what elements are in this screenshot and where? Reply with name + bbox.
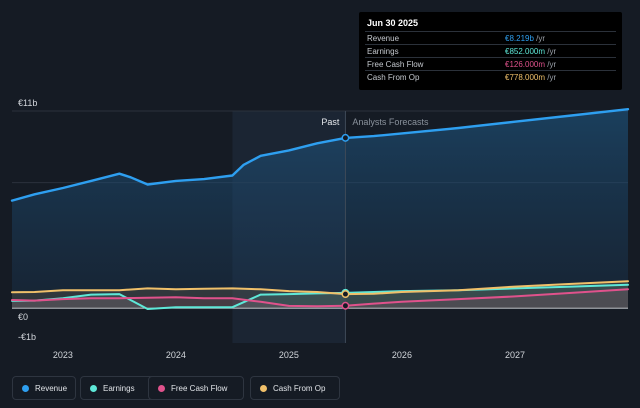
area-revenue xyxy=(12,109,628,309)
tooltip-earnings-label: Earnings xyxy=(367,47,399,56)
y-tick-label: €11b xyxy=(18,98,37,108)
y-axis-ticks: €11b €0 -€1b xyxy=(18,98,37,342)
legend-label-cash-from-op: Cash From Op xyxy=(273,384,326,393)
line-free-cash-flow xyxy=(11,288,629,308)
tooltip-revenue-label: Revenue xyxy=(367,34,400,43)
legend-dot-cash-from-op xyxy=(260,385,267,392)
x-tick-label: 2027 xyxy=(505,350,525,360)
tooltip-earnings-value: €852.000m xyxy=(505,47,546,56)
legend-dot-revenue xyxy=(22,385,29,392)
tooltip-row-cash-from-op: Cash From Op €778.000m /yr xyxy=(365,70,616,84)
tooltip-cfo-label: Cash From Op xyxy=(367,73,420,82)
tooltip-cfo-value-wrap: €778.000m /yr xyxy=(505,73,556,82)
tooltip-earnings-unit: /yr xyxy=(545,47,557,56)
area-earnings xyxy=(12,284,628,309)
tooltip-revenue-unit: /yr xyxy=(533,34,546,43)
tooltip-revenue-value: €8.219b xyxy=(505,34,534,43)
tooltip-fcf-value-wrap: €126.000m /yr xyxy=(505,60,556,69)
tooltip-earnings-value-wrap: €852.000m /yr xyxy=(505,47,556,56)
y-tick-label: -€1b xyxy=(18,332,36,342)
y-tick-label: €0 xyxy=(18,312,28,322)
marker-free-cash-flow xyxy=(341,301,350,310)
marker-revenue xyxy=(341,133,350,142)
legend-item-revenue[interactable]: Revenue xyxy=(12,376,76,400)
x-axis-ticks: 2023 2024 2025 2026 2027 xyxy=(53,350,525,360)
tooltip-row-earnings: Earnings €852.000m /yr xyxy=(365,44,616,58)
tooltip-revenue-value-wrap: €8.219b /yr xyxy=(505,34,545,43)
series-markers xyxy=(341,133,350,310)
tooltip-fcf-label: Free Cash Flow xyxy=(367,60,424,69)
x-tick-label: 2025 xyxy=(279,350,299,360)
tooltip-row-revenue: Revenue €8.219b /yr xyxy=(365,31,616,45)
legend-item-earnings[interactable]: Earnings xyxy=(80,376,156,400)
area-cash-from-op xyxy=(12,281,628,309)
marker-cash-from-op xyxy=(341,290,350,299)
series-areas xyxy=(12,109,628,309)
line-cash-from-op xyxy=(11,280,629,296)
line-revenue xyxy=(10,108,630,202)
legend-item-cash-from-op[interactable]: Cash From Op xyxy=(250,376,340,400)
tooltip-fcf-value: €126.000m xyxy=(505,60,546,69)
legend-dot-earnings xyxy=(90,385,97,392)
x-tick-label: 2026 xyxy=(392,350,412,360)
tooltip-cfo-value: €778.000m xyxy=(505,73,546,82)
legend-dot-free-cash-flow xyxy=(158,385,165,392)
tooltip-row-free-cash-flow: Free Cash Flow €126.000m /yr xyxy=(365,57,616,71)
legend-label-revenue: Revenue xyxy=(35,384,68,393)
legend-item-free-cash-flow[interactable]: Free Cash Flow xyxy=(148,376,244,400)
tooltip-fcf-unit: /yr xyxy=(545,60,557,69)
legend-label-free-cash-flow: Free Cash Flow xyxy=(171,384,228,393)
x-tick-label: 2024 xyxy=(166,350,186,360)
tooltip-cfo-unit: /yr xyxy=(545,73,557,82)
legend-label-earnings: Earnings xyxy=(103,384,135,393)
area-free-cash-flow xyxy=(12,289,628,309)
series-lines xyxy=(10,108,630,310)
x-tick-label: 2023 xyxy=(53,350,73,360)
tooltip-date: Jun 30 2025 xyxy=(367,18,419,28)
forecast-label: Analysts Forecasts xyxy=(352,117,429,127)
data-tooltip: Jun 30 2025 Revenue €8.219b /yr Earnings… xyxy=(359,12,622,90)
past-label: Past xyxy=(321,117,340,127)
